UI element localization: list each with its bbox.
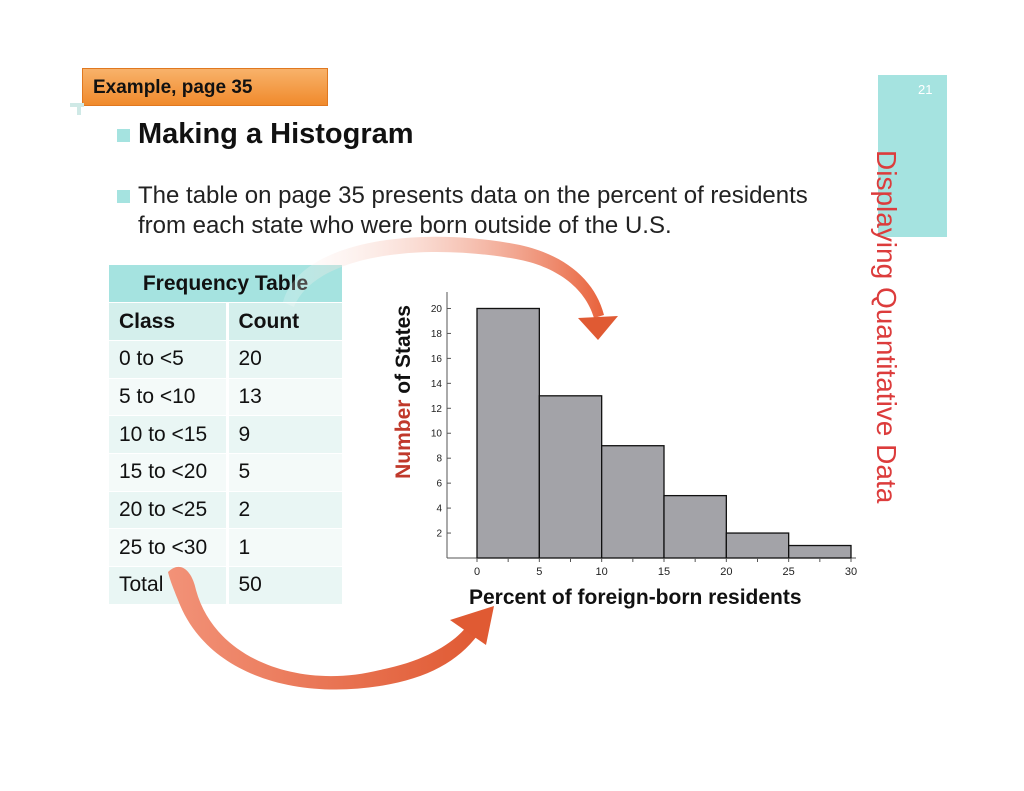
x-tick-label: 30 — [845, 566, 857, 578]
y-tick-label: 18 — [431, 329, 443, 340]
example-tag: Example, page 35 — [82, 68, 328, 106]
y-tick-label: 6 — [436, 479, 442, 490]
arrow-head-icon — [578, 316, 618, 340]
column-header-count: Count — [227, 302, 342, 341]
table-row: 0 to <5 20 — [109, 340, 342, 379]
y-tick-label: 4 — [436, 504, 442, 515]
count-cell: 20 — [227, 340, 342, 379]
x-axis-label: Percent of foreign-born residents — [469, 586, 802, 609]
class-cell: 20 to <25 — [109, 491, 229, 530]
histogram-chart: 2 4 6 8 10 12 14 16 18 20 0 5 10 15 20 25 30 — [431, 292, 857, 578]
histogram-bar — [725, 532, 790, 559]
x-tick-label: 25 — [783, 566, 795, 578]
class-cell: 15 to <20 — [109, 453, 229, 492]
count-cell: 13 — [227, 378, 342, 417]
y-tick-label: 14 — [431, 379, 443, 390]
class-cell: 5 to <10 — [109, 378, 229, 417]
side-panel — [878, 75, 947, 237]
page-number: 21 — [918, 82, 933, 97]
x-tick-label: 10 — [596, 566, 608, 578]
class-cell: 25 to <30 — [109, 528, 229, 567]
y-tick-label: 8 — [436, 454, 442, 465]
table-row: 10 to <15 9 — [109, 415, 342, 454]
bullet-square-icon — [117, 190, 130, 203]
y-tick-label: 20 — [431, 304, 443, 315]
side-title-text: Displaying Quantitative Data — [871, 150, 902, 504]
class-cell: 10 to <15 — [109, 415, 229, 454]
y-tick-label: 10 — [431, 429, 443, 440]
count-cell: 5 — [227, 453, 342, 492]
table-row: 15 to <20 5 — [109, 453, 342, 492]
histogram-bar — [663, 494, 727, 559]
x-tick-label: 5 — [536, 566, 542, 578]
bullet-square-icon — [117, 129, 130, 142]
table-row: 5 to <10 13 — [109, 378, 342, 417]
body-text: The table on page 35 presents data on th… — [138, 182, 808, 239]
x-tick-label: 0 — [474, 566, 480, 578]
arrow-head-icon — [450, 606, 494, 645]
count-cell: 50 — [227, 566, 342, 605]
slide-heading: Making a Histogram — [138, 118, 414, 150]
side-title: Displaying Quantitative Data — [870, 150, 914, 540]
y-tick-label: 2 — [436, 529, 442, 540]
x-tick-label: 20 — [720, 566, 732, 578]
curved-arrow-icon — [283, 236, 604, 318]
histogram-bar — [538, 395, 603, 559]
y-tick-label: 16 — [431, 354, 443, 365]
count-cell: 9 — [227, 415, 342, 454]
class-cell: 0 to <5 — [109, 340, 229, 379]
x-tick-label: 15 — [658, 566, 670, 578]
y-tick-label: 12 — [431, 404, 443, 415]
table-row: 25 to <30 1 — [109, 528, 342, 567]
table-row: 20 to <25 2 — [109, 491, 342, 530]
curved-arrow-icon — [168, 566, 480, 690]
corner-decoration-stem — [77, 103, 81, 115]
column-header-class: Class — [109, 302, 229, 341]
count-cell: 1 — [227, 528, 342, 567]
histogram-bar — [476, 307, 540, 559]
count-cell: 2 — [227, 491, 342, 530]
